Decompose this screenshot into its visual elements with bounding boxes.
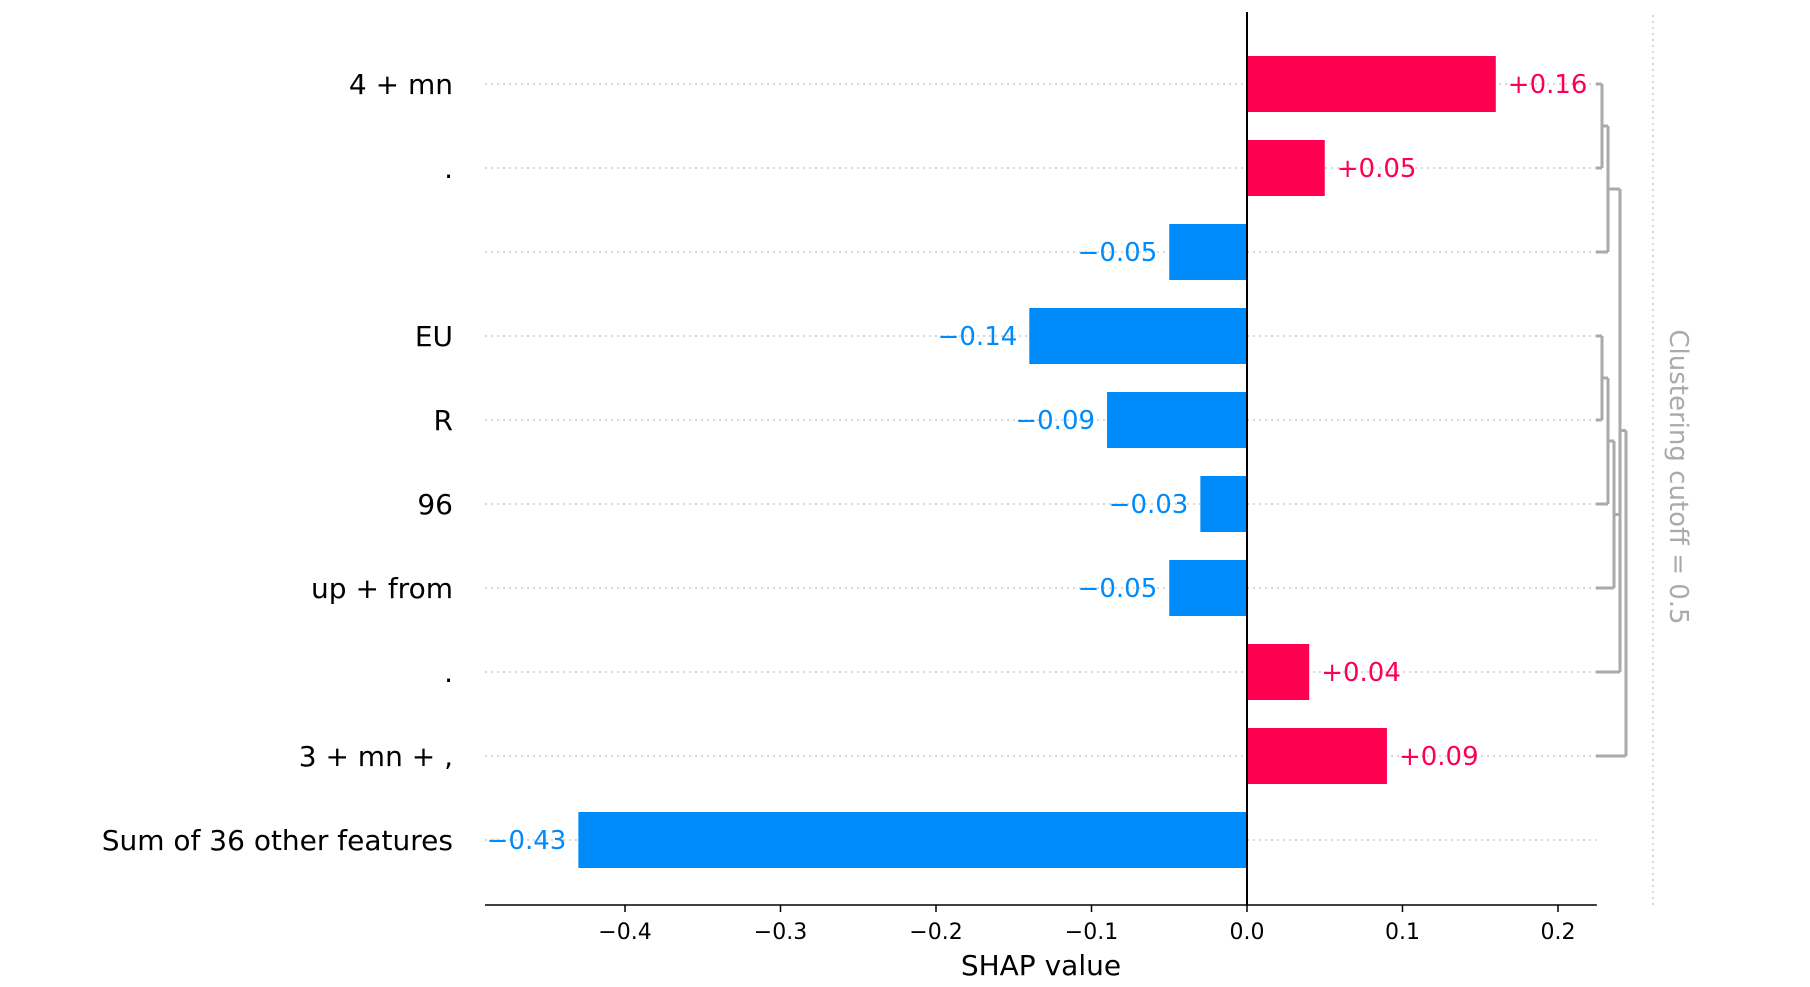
feature-label: Sum of 36 other features: [102, 824, 453, 857]
x-tick-label: −0.3: [754, 920, 807, 945]
value-label: −0.05: [1078, 238, 1158, 268]
value-label: +0.16: [1508, 70, 1588, 100]
value-label: +0.09: [1399, 742, 1479, 772]
bar: [578, 812, 1247, 868]
x-tick-label: −0.1: [1065, 920, 1118, 945]
x-axis-title: SHAP value: [961, 949, 1121, 982]
feature-label: 4 + mn: [349, 68, 453, 101]
bar: [1107, 392, 1247, 448]
value-label: +0.05: [1337, 154, 1417, 184]
x-tick-label: 0.1: [1385, 920, 1420, 945]
bar: [1247, 56, 1496, 112]
dendrogram: [1596, 82, 1628, 758]
bar: [1169, 224, 1247, 280]
value-label: +0.04: [1321, 658, 1401, 688]
bar: [1200, 476, 1247, 532]
bars: [578, 56, 1496, 868]
x-ticks: −0.4 −0.3 −0.2 −0.1 0.0 0.1 0.2: [598, 905, 1576, 945]
bar: [1169, 560, 1247, 616]
feature-label: EU: [415, 320, 453, 353]
clustering-cutoff-label: Clustering cutoff = 0.5: [1663, 329, 1693, 624]
bar: [1029, 308, 1247, 364]
feature-labels: 4 + mn. EU R 96 up + from. 3 + mn + , Sum of 3…: [102, 68, 453, 857]
value-label: −0.43: [487, 826, 567, 856]
value-labels: +0.16 +0.05 −0.05 −0.14 −0.09 −0.03 −0.05 +0.04…: [487, 70, 1588, 856]
bar: [1247, 140, 1325, 196]
gridlines: [485, 83, 1597, 841]
feature-label: R: [434, 404, 453, 437]
value-label: −0.09: [1015, 406, 1095, 436]
feature-label: 96: [417, 488, 453, 521]
feature-label: up + from: [311, 572, 453, 605]
bar: [1247, 644, 1310, 700]
bar: [1247, 728, 1387, 784]
feature-label: .: [444, 152, 453, 185]
value-label: −0.03: [1109, 490, 1189, 520]
value-label: −0.05: [1078, 574, 1158, 604]
feature-label: .: [444, 656, 453, 689]
x-tick-label: 0.2: [1541, 920, 1576, 945]
x-tick-label: −0.4: [598, 920, 651, 945]
x-tick-label: 0.0: [1230, 920, 1265, 945]
feature-label: 3 + mn + ,: [299, 740, 453, 773]
x-tick-label: −0.2: [909, 920, 962, 945]
value-label: −0.14: [938, 322, 1018, 352]
